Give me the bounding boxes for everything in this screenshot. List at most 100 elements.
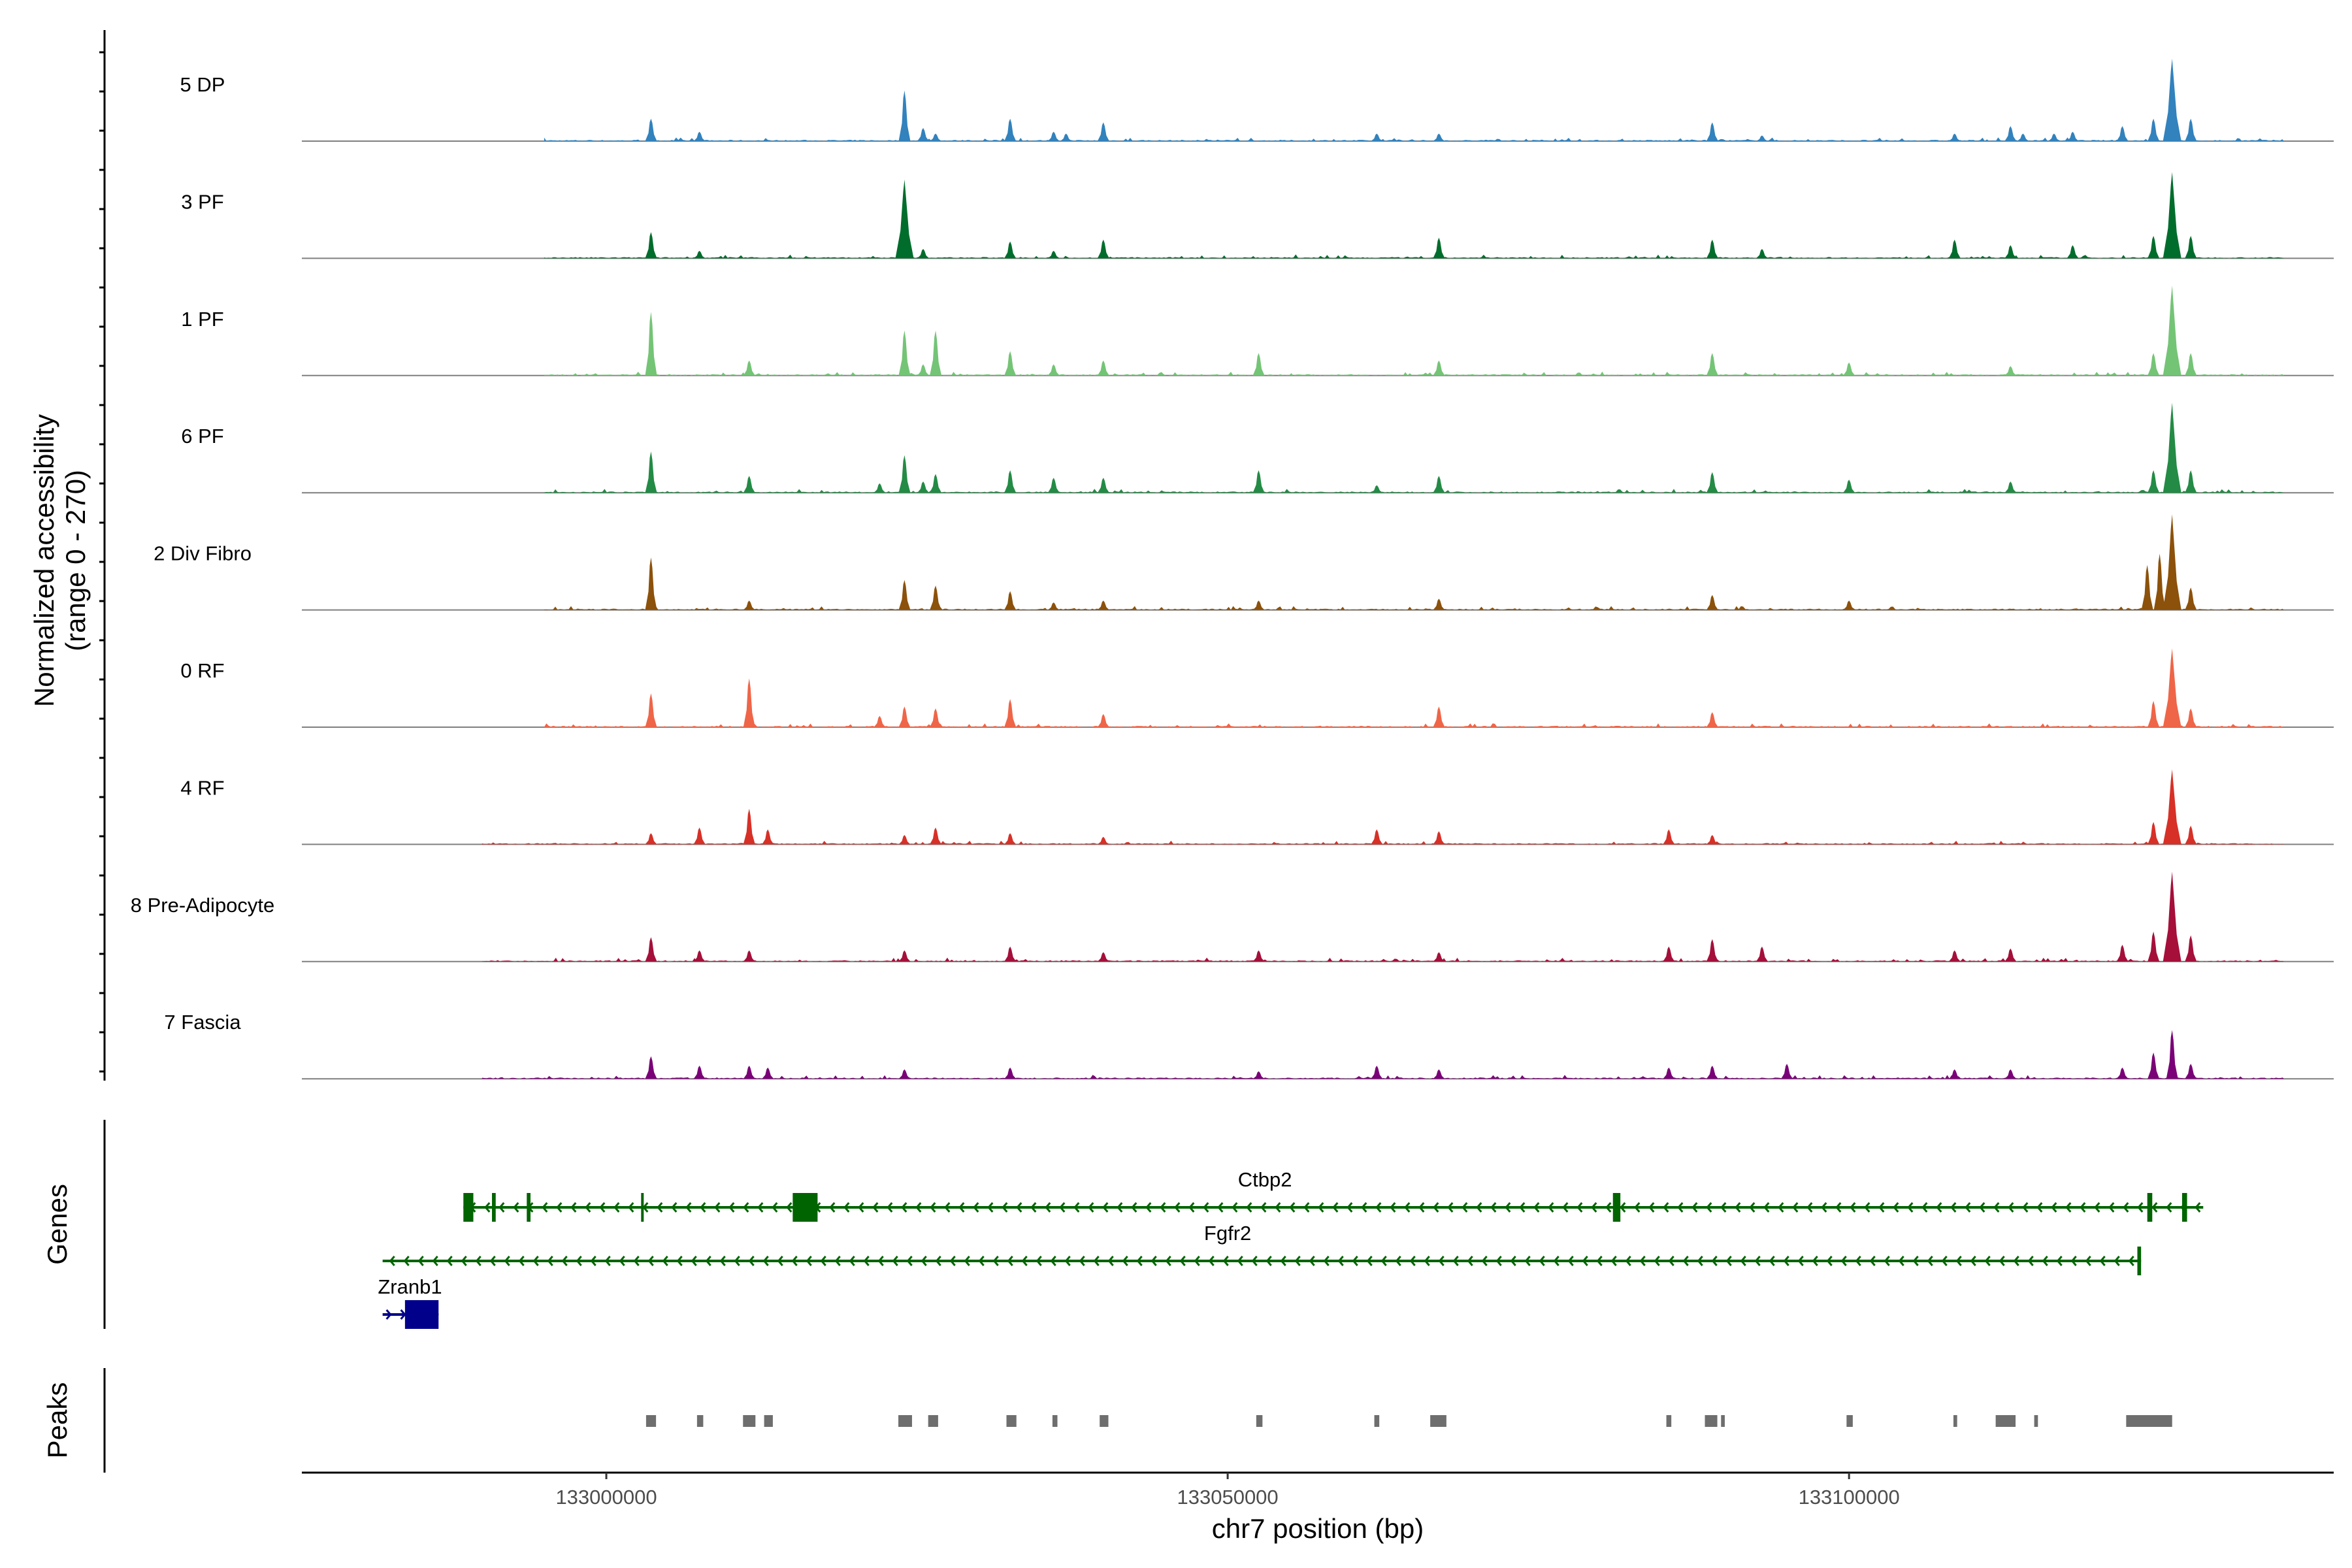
called-peaks [645,1415,2172,1427]
genes-panel-label: Genes [42,1184,73,1265]
x-tick-label: 133000000 [555,1486,657,1509]
coverage-peak [743,1066,755,1079]
coverage-peak [762,1068,774,1079]
coverage-peak [1047,364,1060,376]
exon [1612,1193,1621,1222]
coverage-peak [2004,482,2017,493]
x-axis-ticks: 133000000 133050000 133100000 [555,1473,1900,1509]
track-background-coverage [544,254,2284,259]
coverage-peak [898,835,911,845]
coverage-peak [1371,1066,1383,1079]
called-peak [1721,1415,1725,1427]
coverage-peak [2116,126,2129,141]
coverage-peak [2185,935,2197,962]
called-peak [1006,1415,1017,1427]
track-1: 5 DP [180,58,2334,142]
track-background-coverage [482,840,2284,845]
coverage-peak [2148,700,2160,727]
coverage-peak [1004,118,1017,141]
coverage-peak [645,451,657,493]
coverage-peak [1706,835,1718,845]
coverage-peak [645,833,657,845]
called-peak [743,1415,756,1427]
exon [641,1193,644,1222]
coverage-peak [1706,712,1718,727]
track-label: 4 RF [180,776,224,799]
coverage-peak [1756,135,1768,141]
track-label: 1 PF [181,308,223,331]
coverage-peak [743,600,755,610]
track-label: 3 PF [181,190,223,213]
coverage-peak [645,937,657,962]
coverage-peak [645,557,657,610]
coverage-peak [1371,829,1383,845]
gene-label: Zranb1 [378,1275,442,1298]
coverage-peak [1097,600,1109,610]
coverage-peak [1097,478,1109,493]
coverage-peak [1663,946,1675,962]
coverage-peak [2185,825,2197,845]
track-5: 2 Div Fibro [154,514,2334,611]
coverage-peak [1948,1069,1961,1079]
coverage-peak [1004,833,1017,845]
y-axis-title-line1: Normalized accessibility [29,414,59,707]
x-tick-label: 133100000 [1799,1486,1900,1509]
coverage-peak [1843,600,1855,610]
track-label: 5 DP [180,73,225,96]
coverage-peak [743,808,755,845]
track-9: 7 Fascia [164,1011,2334,1080]
coverage-peak [2116,945,2129,962]
coverage-peak [2017,133,2029,141]
coverage-peak [1706,122,1718,141]
coverage-peak [2163,286,2181,376]
strand-arrows [389,1256,2134,1266]
gene-fgfr2: Fgfr2 [382,1222,2142,1275]
coverage-tracks: 5 DP 3 PF 1 PF 6 PF 2 Div Fibro 0 RF 4 RF 8 Pre… [131,58,2334,1080]
coverage-y-axis-ticks [99,51,105,1073]
track-background-coverage [544,606,2284,610]
coverage-peak [1948,239,1961,259]
called-peak [2126,1415,2172,1427]
track-4: 6 PF [181,402,2334,494]
coverage-peak [2048,133,2060,141]
coverage-peak [930,708,942,727]
track-8: 8 Pre-Adipocyte [131,872,2334,962]
called-peak [898,1415,912,1427]
coverage-peak [1756,249,1768,259]
coverage-peak [1663,1068,1675,1079]
coverage-peak [1097,836,1109,845]
coverage-peak [917,249,930,259]
track-background-coverage [482,957,2284,962]
coverage-peak [930,474,942,493]
coverage-peak [898,455,911,493]
called-peak [1256,1415,1263,1427]
coverage-peak [2163,769,2181,845]
coverage-peak [743,360,755,376]
coverage-peak [917,482,930,493]
coverage-peak [645,118,657,141]
coverage-peak [1047,478,1060,493]
coverage-peak [1097,713,1109,727]
coverage-peak [1781,1064,1793,1079]
coverage-peak [898,706,911,727]
coverage-peak [1004,351,1017,376]
track-label: 7 Fascia [164,1011,241,1034]
coverage-peak [2163,58,2181,141]
called-peak [696,1415,704,1427]
coverage-peak [1663,829,1675,845]
coverage-peak [1097,122,1109,141]
coverage-peak [2148,470,2160,493]
coverage-peak [2153,553,2166,610]
track-label: 6 PF [181,425,223,448]
gene-ctbp2: Ctbp2 [463,1168,2204,1222]
coverage-peak [1433,706,1445,727]
coverage-peak [2116,1068,2129,1079]
coverage-peak [1097,239,1109,259]
coverage-peak [898,580,911,610]
coverage-peak [2004,1069,2017,1079]
coverage-peak [2004,245,2017,259]
coverage-peak [917,364,930,376]
coverage-peak [898,950,911,962]
exon [2147,1193,2153,1222]
